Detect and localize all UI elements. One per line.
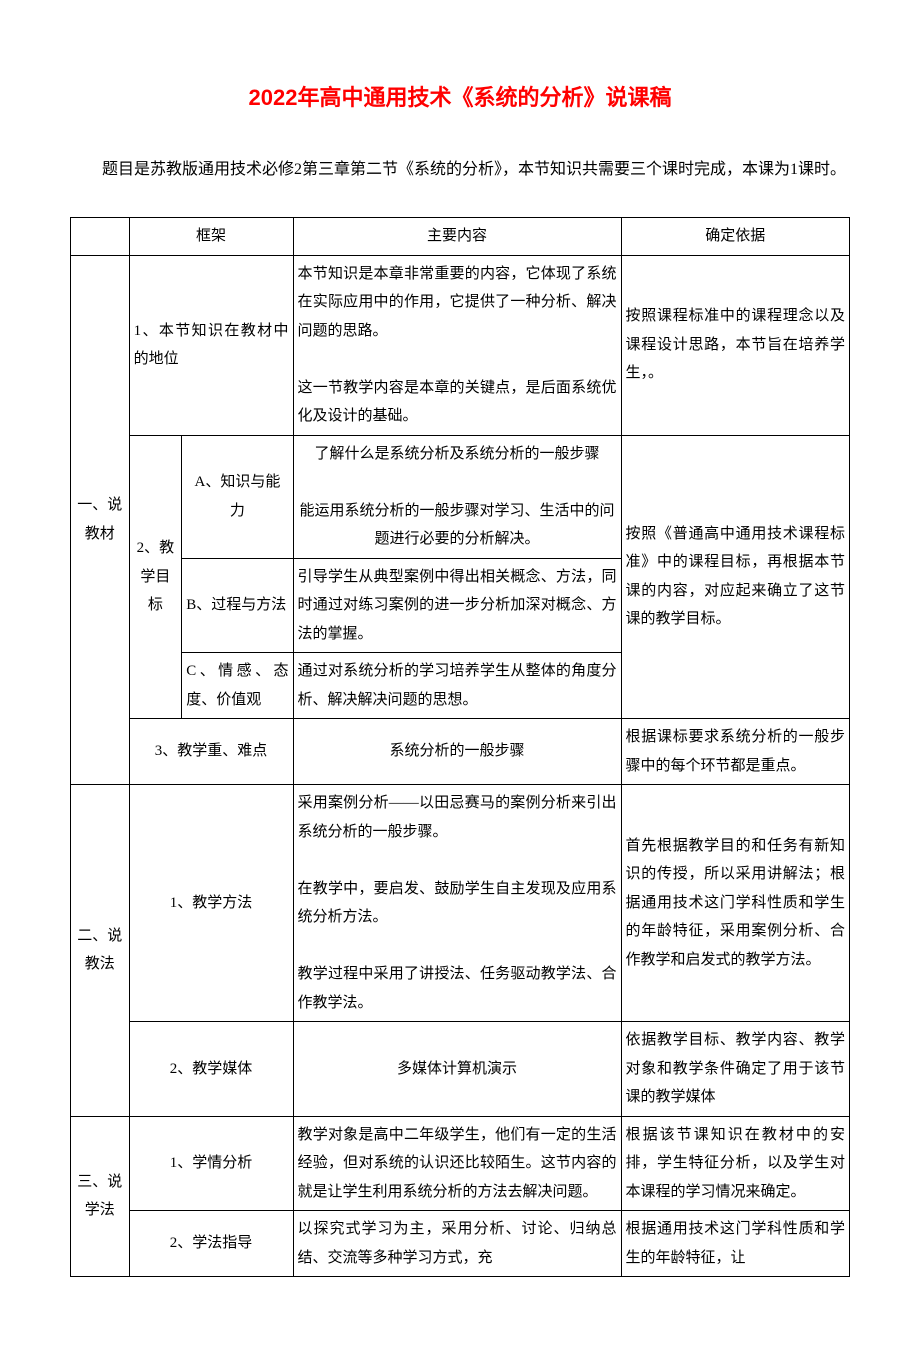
header-frame: 框架 — [129, 218, 293, 256]
content-cell: 系统分析的一般步骤 — [293, 719, 621, 785]
basis-cell: 根据课标要求系统分析的一般步骤中的每个环节都是重点。 — [621, 719, 849, 785]
header-empty — [71, 218, 130, 256]
section-label: 二、说教法 — [71, 785, 130, 1117]
table-header-row: 框架 主要内容 确定依据 — [71, 218, 850, 256]
frame-cell: B、过程与方法 — [182, 558, 293, 653]
basis-cell: 根据通用技术这门学科性质和学生的年龄特征，让 — [621, 1211, 849, 1277]
frame-cell: 2、教学媒体 — [129, 1022, 293, 1117]
frame-cell: 1、学情分析 — [129, 1116, 293, 1211]
table-row: 2、教学目标 A、知识与能力 了解什么是系统分析及系统分析的一般步骤 能运用系统… — [71, 435, 850, 558]
frame-cell: 3、教学重、难点 — [129, 719, 293, 785]
content-cell: 采用案例分析——以田忌赛马的案例分析来引出系统分析的一般步骤。 在教学中，要启发… — [293, 785, 621, 1022]
table-row: 2、学法指导 以探究式学习为主，采用分析、讨论、归纳总结、交流等多种学习方式，充… — [71, 1211, 850, 1277]
table-row: 一、说教材 1、本节知识在教材中的地位 本节知识是本章非常重要的内容，它体现了系… — [71, 255, 850, 435]
basis-cell: 按照《普通高中通用技术课程标准》中的课程目标，再根据本节课的内容，对应起来确立了… — [621, 435, 849, 719]
basis-cell: 依据教学目标、教学内容、教学对象和教学条件确定了用于该节课的教学媒体 — [621, 1022, 849, 1117]
table-row: 三、说学法 1、学情分析 教学对象是高中二年级学生，他们有一定的生活经验，但对系… — [71, 1116, 850, 1211]
content-cell: 教学对象是高中二年级学生，他们有一定的生活经验，但对系统的认识还比较陌生。这节内… — [293, 1116, 621, 1211]
frame-cell: 2、学法指导 — [129, 1211, 293, 1277]
content-cell: 通过对系统分析的学习培养学生从整体的角度分析、解决解决问题的思想。 — [293, 653, 621, 719]
table-row: 2、教学媒体 多媒体计算机演示 依据教学目标、教学内容、教学对象和教学条件确定了… — [71, 1022, 850, 1117]
content-cell: 引导学生从典型案例中得出相关概念、方法，同时通过对练习案例的进一步分析加深对概念… — [293, 558, 621, 653]
frame-cell: A、知识与能力 — [182, 435, 293, 558]
frame-cell: 1、本节知识在教材中的地位 — [129, 255, 293, 435]
basis-cell: 首先根据教学目的和任务有新知识的传授，所以采用讲解法；根据通用技术这门学科性质和… — [621, 785, 849, 1022]
section-label: 一、说教材 — [71, 255, 130, 785]
content-cell: 了解什么是系统分析及系统分析的一般步骤 能运用系统分析的一般步骤对学习、生活中的… — [293, 435, 621, 558]
header-basis: 确定依据 — [621, 218, 849, 256]
basis-cell: 根据该节课知识在教材中的安排，学生特征分析，以及学生对本课程的学习情况来确定。 — [621, 1116, 849, 1211]
table-row: 3、教学重、难点 系统分析的一般步骤 根据课标要求系统分析的一般步骤中的每个环节… — [71, 719, 850, 785]
content-cell: 本节知识是本章非常重要的内容，它体现了系统在实际应用中的作用，它提供了一种分析、… — [293, 255, 621, 435]
frame-cell: 2、教学目标 — [129, 435, 182, 719]
intro-paragraph: 题目是苏教版通用技术必修2第三章第二节《系统的分析》，本节知识共需要三个课时完成… — [70, 152, 850, 187]
table-row: 二、说教法 1、教学方法 采用案例分析——以田忌赛马的案例分析来引出系统分析的一… — [71, 785, 850, 1022]
document-title: 2022年高中通用技术《系统的分析》说课稿 — [70, 80, 850, 112]
frame-cell: C、情感、态度、价值观 — [182, 653, 293, 719]
basis-cell: 按照课程标准中的课程理念以及课程设计思路，本节旨在培养学生，。 — [621, 255, 849, 435]
content-cell: 多媒体计算机演示 — [293, 1022, 621, 1117]
header-content: 主要内容 — [293, 218, 621, 256]
lesson-plan-table: 框架 主要内容 确定依据 一、说教材 1、本节知识在教材中的地位 本节知识是本章… — [70, 217, 850, 1277]
section-label: 三、说学法 — [71, 1116, 130, 1277]
content-cell: 以探究式学习为主，采用分析、讨论、归纳总结、交流等多种学习方式，充 — [293, 1211, 621, 1277]
frame-cell: 1、教学方法 — [129, 785, 293, 1022]
